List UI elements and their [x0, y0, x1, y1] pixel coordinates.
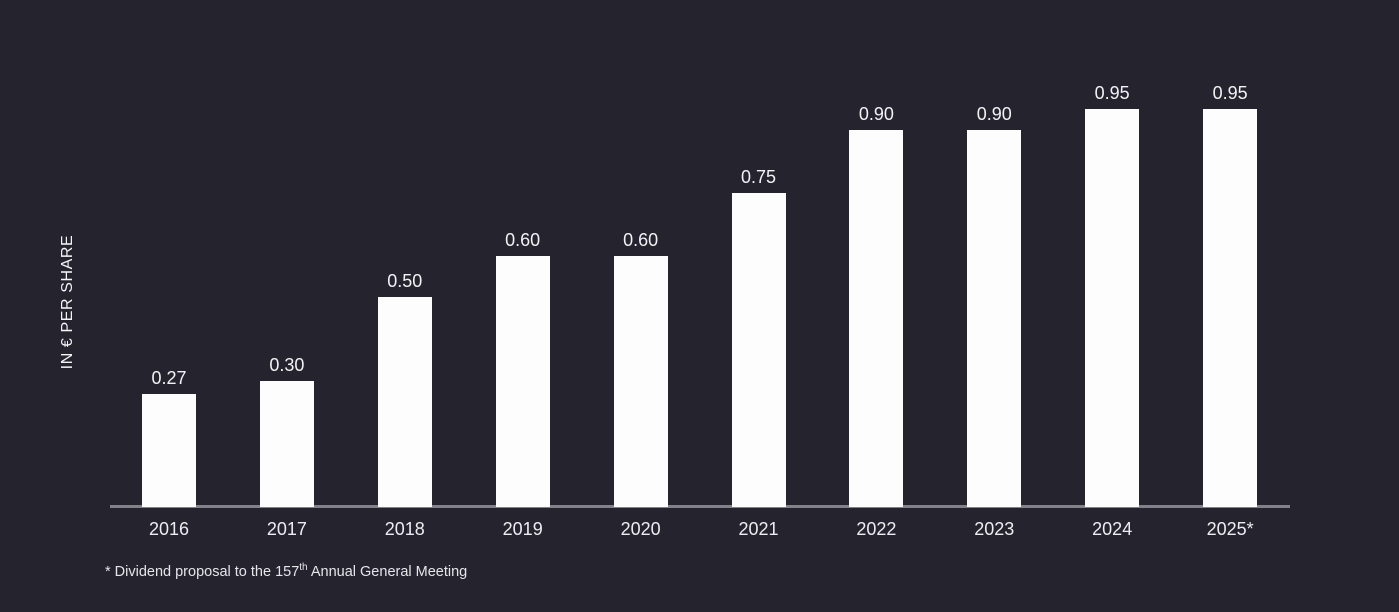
bar-rect [967, 130, 1022, 507]
bar-rect [377, 297, 432, 507]
x-tick-label: 2023 [974, 519, 1015, 539]
bar-value-label: 0.90 [976, 104, 1012, 124]
x-tick-label: 2024 [1092, 519, 1133, 539]
bar-value-label: 0.50 [387, 271, 423, 291]
x-tick-label: 2016 [148, 519, 190, 539]
bar-rect [613, 256, 668, 507]
x-tick-label: 2017 [266, 519, 307, 539]
x-axis-line [110, 505, 1290, 508]
bar-rect [731, 193, 786, 507]
plot-area: 0.27 0.30 0.50 0.60 0.60 0.75 0.90 0.90 0.95 0.95 [110, 56, 1290, 508]
footnote-suffix: Annual General Meeting [307, 564, 468, 580]
bar-value-label: 0.30 [269, 355, 305, 375]
bar-rect [142, 394, 196, 507]
footnote-prefix: * Dividend proposal to the 157 [105, 564, 300, 580]
footnote-superscript: th [299, 562, 308, 574]
x-tick-label: 2020 [620, 519, 661, 539]
bar-value-label: 0.95 [1212, 83, 1248, 103]
x-tick-label: 2018 [384, 519, 425, 539]
bar-value-label: 0.60 [505, 230, 541, 250]
x-axis-labels: 2016 2017 2018 2019 2020 2021 2022 2023 2024 2025… [110, 518, 1290, 544]
x-tick-label: 2025* [1206, 519, 1254, 539]
x-tick-label: 2021 [738, 519, 779, 539]
bar-rect [259, 381, 314, 507]
bar-value-label: 0.90 [858, 104, 894, 124]
chart-footnote: * Dividend proposal to the 157th Annual … [105, 563, 467, 581]
bar-rect [1085, 109, 1140, 507]
bar-rect [495, 256, 550, 507]
bar-rect [849, 130, 904, 507]
bar-rect [1203, 109, 1258, 507]
bar-value-label: 0.75 [740, 167, 777, 187]
x-tick-label: 2022 [856, 519, 897, 539]
y-axis-label: IN € PER SHARE [59, 234, 76, 370]
x-tick-label: 2019 [502, 519, 543, 539]
bar-value-label: 0.60 [623, 230, 659, 250]
bar-value-label: 0.27 [151, 368, 187, 388]
bar-value-label: 0.95 [1094, 83, 1130, 103]
